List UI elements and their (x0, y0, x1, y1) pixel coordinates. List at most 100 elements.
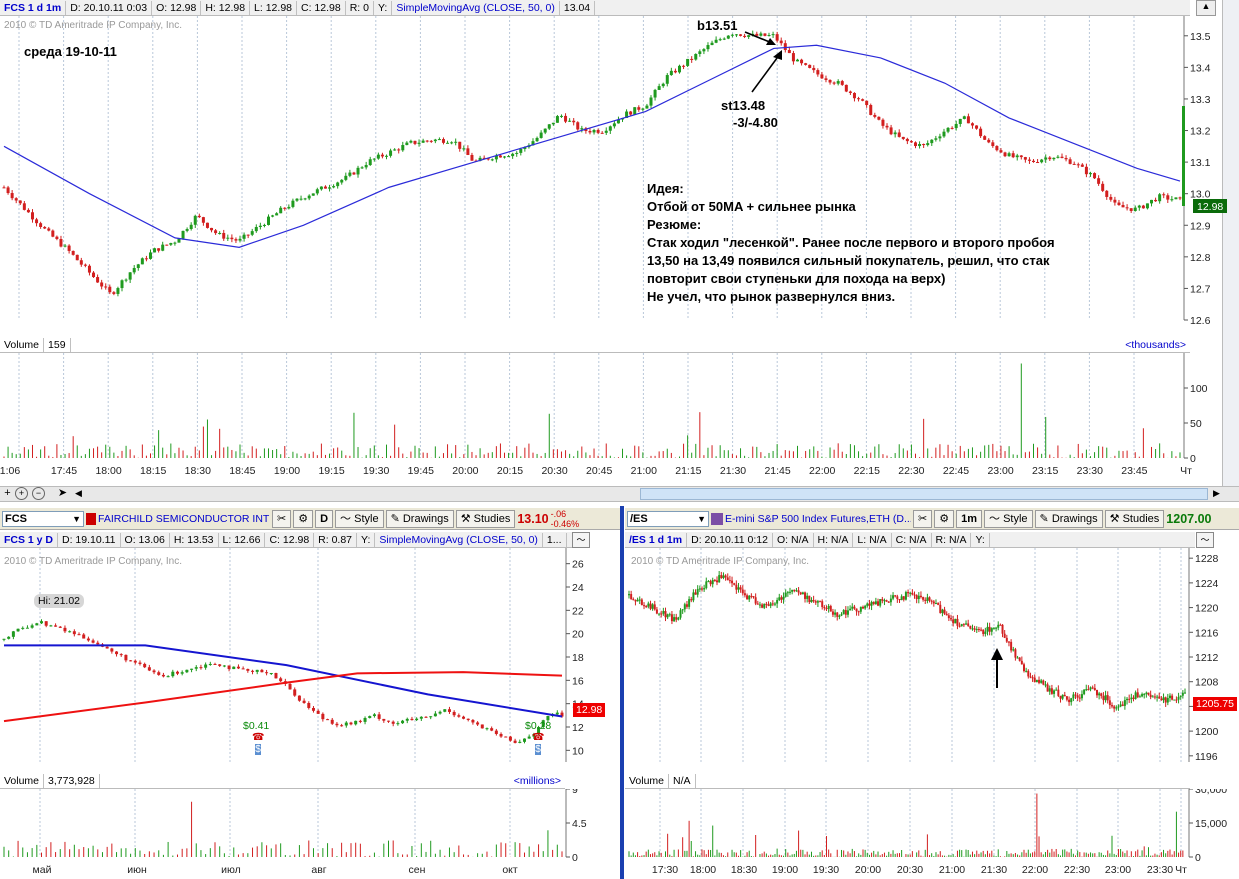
scroll-left-icon[interactable]: ◀ (75, 488, 82, 498)
top-sma-label[interactable]: SimpleMovingAvg (CLOSE, 50, 0) (392, 0, 560, 15)
candle-body (478, 157, 482, 161)
candle-body (1178, 197, 1182, 199)
candle-body (808, 595, 811, 603)
br-style-button[interactable]: 〜 Style (984, 509, 1033, 528)
zoom-reset-button[interactable]: + (4, 487, 11, 499)
top-scroll-up-button[interactable]: ▲ (1196, 0, 1216, 16)
zoom-out-icon[interactable]: − (32, 487, 45, 500)
bl-symbol-input[interactable]: FCS ▼ (2, 510, 84, 527)
sma50-line (4, 644, 563, 718)
bl-studies-button[interactable]: ⚒ Studies (455, 509, 516, 528)
bl-period-button[interactable]: D (315, 509, 334, 528)
candle-body (201, 217, 205, 223)
br-period-button[interactable]: 1m (956, 509, 982, 528)
candle-body (763, 33, 767, 36)
br-chart-settings-icon[interactable]: 〜 (1196, 532, 1214, 548)
zoom-in-icon[interactable]: + (15, 487, 28, 500)
candle-body (966, 116, 970, 124)
candle-body (685, 604, 688, 607)
candle-body (1046, 684, 1049, 692)
candle-body (1084, 166, 1088, 175)
candle-body (415, 718, 419, 721)
candle-body (700, 588, 703, 590)
panel-divider[interactable] (620, 506, 624, 879)
candle-body (836, 612, 839, 617)
candle-body (711, 580, 714, 585)
candle-body (1143, 693, 1146, 695)
candle-body (1162, 697, 1165, 701)
candle-body (205, 222, 209, 228)
candle-body (148, 252, 152, 259)
br-config-icon[interactable]: ⚙ (934, 509, 955, 528)
candle-body (396, 723, 400, 725)
candle-body (977, 629, 980, 631)
candle-body (1134, 692, 1137, 699)
candle-body (470, 154, 474, 161)
candle-body (1132, 697, 1135, 699)
candle-body (928, 597, 931, 601)
pointer-icon[interactable]: ➤ (57, 487, 68, 499)
br-price-tag: 1205.75 (1193, 697, 1237, 711)
br-drawings-button[interactable]: ✎ Drawings (1034, 509, 1103, 528)
top-high: H: 12.98 (201, 0, 251, 15)
candle-body (537, 727, 541, 735)
scroll-right-icon[interactable]: ▶ (1213, 488, 1220, 498)
bl-style-button[interactable]: 〜 Style (335, 509, 384, 528)
candle-body (857, 98, 861, 100)
br-volume-label: Volume (625, 773, 670, 788)
br-symbol-label[interactable]: /ES 1 d 1m (625, 532, 688, 547)
br-studies-button[interactable]: ⚒ Studies (1104, 509, 1165, 528)
arrow-stop-head (773, 50, 782, 60)
bl-high: H: 13.53 (170, 532, 219, 547)
scroll-thumb[interactable] (640, 488, 1208, 500)
candle-body (791, 53, 795, 62)
candle-body (956, 618, 959, 626)
candle-body (213, 663, 217, 665)
candle-body (1100, 693, 1103, 697)
bl-drawings-button[interactable]: ✎ Drawings (385, 509, 454, 528)
bl-config-icon[interactable]: ⚙ (293, 509, 314, 528)
candle-body (983, 136, 987, 140)
candle-body (954, 123, 958, 129)
candle-body (1010, 641, 1013, 651)
bl-dividend1-icon[interactable]: ☎ $ (252, 732, 265, 755)
candle-body (6, 187, 10, 194)
br-symbol-input[interactable]: /ES ▼ (627, 510, 709, 527)
candle-body (720, 575, 723, 579)
top-scrollbar[interactable] (1222, 0, 1239, 495)
bl-div2-label: $0.28 (525, 720, 552, 732)
candle-body (1057, 689, 1060, 696)
candle-body (1125, 207, 1129, 209)
candle-body (1151, 696, 1154, 698)
br-tools-icon[interactable]: ✂ (913, 509, 933, 528)
bl-tools-icon[interactable]: ✂ (272, 509, 292, 528)
candle-body (519, 148, 523, 153)
bl-sma-label[interactable]: SimpleMovingAvg (CLOSE, 50, 0) (375, 532, 543, 547)
sma50-line (3, 44, 1181, 248)
candle-body (295, 198, 299, 201)
idea-line: Не учел, что рынок развернулся вниз. (647, 289, 896, 304)
studies-icon: ⚒ (1109, 512, 1123, 525)
bl-dividend2-icon[interactable]: ☎ $ (532, 732, 545, 755)
candle-body (189, 224, 193, 230)
top-symbol-label[interactable]: FCS 1 d 1m (0, 0, 67, 15)
candle-body (291, 200, 295, 207)
candle-body (494, 730, 498, 734)
candle-body (937, 603, 940, 605)
candle-body (1059, 695, 1062, 699)
candle-body (476, 722, 480, 725)
bl-symbol-label[interactable]: FCS 1 y D (0, 532, 59, 547)
candle-body (604, 130, 608, 133)
candle-body (250, 231, 254, 235)
candle-body (26, 209, 30, 213)
x-tick-label: июн (127, 864, 147, 876)
candle-body (709, 581, 712, 585)
candle-body (274, 672, 278, 679)
candle-body (759, 33, 763, 36)
candle-body (14, 198, 18, 201)
candle-body (662, 611, 665, 614)
bl-y: Y: (357, 532, 376, 547)
bl-chart-settings-icon[interactable]: 〜 (572, 532, 590, 548)
candle-body (173, 242, 177, 244)
candle-body (932, 601, 935, 604)
